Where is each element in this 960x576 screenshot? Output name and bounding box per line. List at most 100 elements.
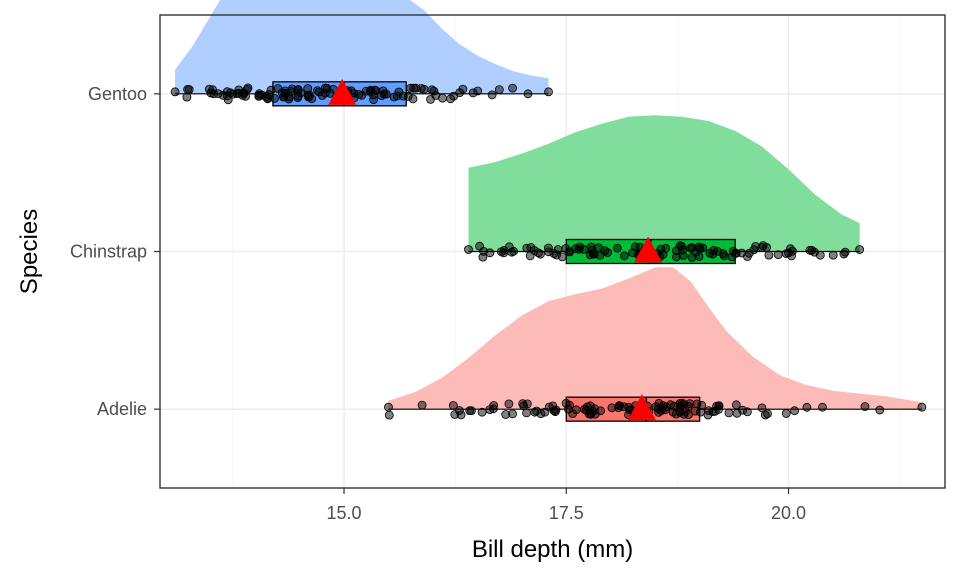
point-chinstrap (784, 248, 793, 258)
point-adelie (540, 407, 550, 417)
point-gentoo (254, 92, 264, 101)
point-chinstrap (612, 243, 622, 253)
y-tick-label-adelie: Adelie (97, 399, 147, 419)
density-cloud-gentoo (175, 0, 549, 94)
point-chinstrap (805, 245, 815, 255)
point-chinstrap (828, 250, 838, 260)
point-adelie (504, 399, 514, 409)
point-chinstrap (464, 245, 473, 254)
point-adelie (532, 406, 541, 416)
point-chinstrap (815, 250, 825, 260)
point-gentoo (431, 91, 441, 100)
point-chinstrap (677, 241, 687, 251)
y-tick-label-gentoo: Gentoo (88, 84, 147, 104)
point-adelie (448, 401, 458, 410)
point-gentoo (182, 92, 192, 102)
point-chinstrap (561, 244, 571, 253)
point-chinstrap (757, 243, 767, 252)
point-adelie (714, 404, 723, 414)
point-chinstrap (507, 247, 517, 257)
point-chinstrap (553, 245, 563, 254)
point-gentoo (286, 87, 296, 96)
point-gentoo (508, 83, 517, 93)
point-adelie (561, 398, 571, 408)
point-gentoo (170, 87, 180, 97)
point-chinstrap (557, 252, 567, 262)
point-adelie (522, 408, 531, 418)
point-adelie (489, 401, 499, 410)
point-chinstrap (658, 249, 668, 259)
point-chinstrap (744, 248, 754, 258)
point-chinstrap (585, 250, 595, 260)
point-gentoo (377, 91, 387, 101)
point-adelie (763, 409, 772, 419)
density-clouds (175, 0, 922, 410)
point-chinstrap (694, 242, 704, 252)
point-chinstrap (544, 247, 553, 257)
point-gentoo (293, 93, 303, 103)
point-chinstrap (603, 248, 612, 257)
point-chinstrap (496, 247, 506, 257)
point-adelie (790, 406, 799, 416)
point-adelie (384, 402, 393, 412)
point-adelie (757, 403, 767, 413)
point-adelie (417, 400, 427, 410)
point-chinstrap (628, 248, 637, 258)
point-gentoo (279, 92, 289, 102)
point-adelie (456, 410, 466, 420)
point-gentoo (223, 95, 233, 105)
point-gentoo (544, 87, 553, 97)
x-tick-label: 15.0 (327, 503, 362, 523)
point-chinstrap (571, 244, 580, 254)
point-adelie (917, 402, 927, 412)
x-tick-label: 17.5 (549, 503, 584, 523)
point-gentoo (494, 85, 504, 94)
x-tick-label: 20.0 (771, 503, 806, 523)
point-adelie (703, 410, 713, 420)
point-gentoo (365, 87, 375, 96)
point-adelie (669, 401, 679, 411)
point-chinstrap (672, 252, 681, 262)
point-adelie (731, 400, 741, 410)
point-adelie (696, 407, 705, 417)
point-adelie (466, 406, 476, 416)
point-gentoo (307, 94, 317, 104)
point-chinstrap (764, 250, 774, 260)
mean-marker-adelie (627, 394, 656, 421)
point-chinstrap (594, 243, 603, 253)
point-chinstrap (719, 251, 729, 261)
point-gentoo (473, 86, 483, 96)
point-gentoo (487, 90, 497, 100)
point-adelie (384, 410, 394, 420)
point-adelie (588, 406, 598, 416)
point-chinstrap (619, 251, 629, 261)
point-adelie (614, 401, 624, 411)
point-chinstrap (479, 246, 489, 256)
y-tick-label-chinstrap: Chinstrap (70, 242, 147, 262)
point-adelie (523, 399, 532, 409)
point-gentoo (411, 83, 421, 93)
point-chinstrap (536, 249, 545, 259)
point-adelie (477, 407, 487, 417)
mean-marker-chinstrap (634, 236, 663, 263)
point-gentoo (183, 85, 193, 94)
y-axis-title: Species (16, 209, 43, 294)
density-cloud-chinstrap (468, 115, 860, 252)
point-chinstrap (839, 249, 849, 259)
mean-marker-gentoo (328, 78, 357, 105)
point-gentoo (403, 92, 413, 101)
point-chinstrap (586, 242, 596, 252)
point-gentoo (239, 88, 249, 98)
mean-markers (328, 78, 663, 421)
point-adelie (724, 408, 734, 418)
point-chinstrap (522, 243, 532, 253)
point-chinstrap (855, 245, 865, 254)
point-adelie (781, 409, 791, 418)
point-adelie (508, 409, 517, 419)
point-adelie (738, 405, 747, 415)
point-adelie (875, 405, 885, 415)
axes: 15.0 17.5 20.0 Adelie Chinstrap Gentoo (70, 84, 806, 523)
point-chinstrap (737, 248, 747, 258)
point-gentoo (222, 87, 232, 97)
